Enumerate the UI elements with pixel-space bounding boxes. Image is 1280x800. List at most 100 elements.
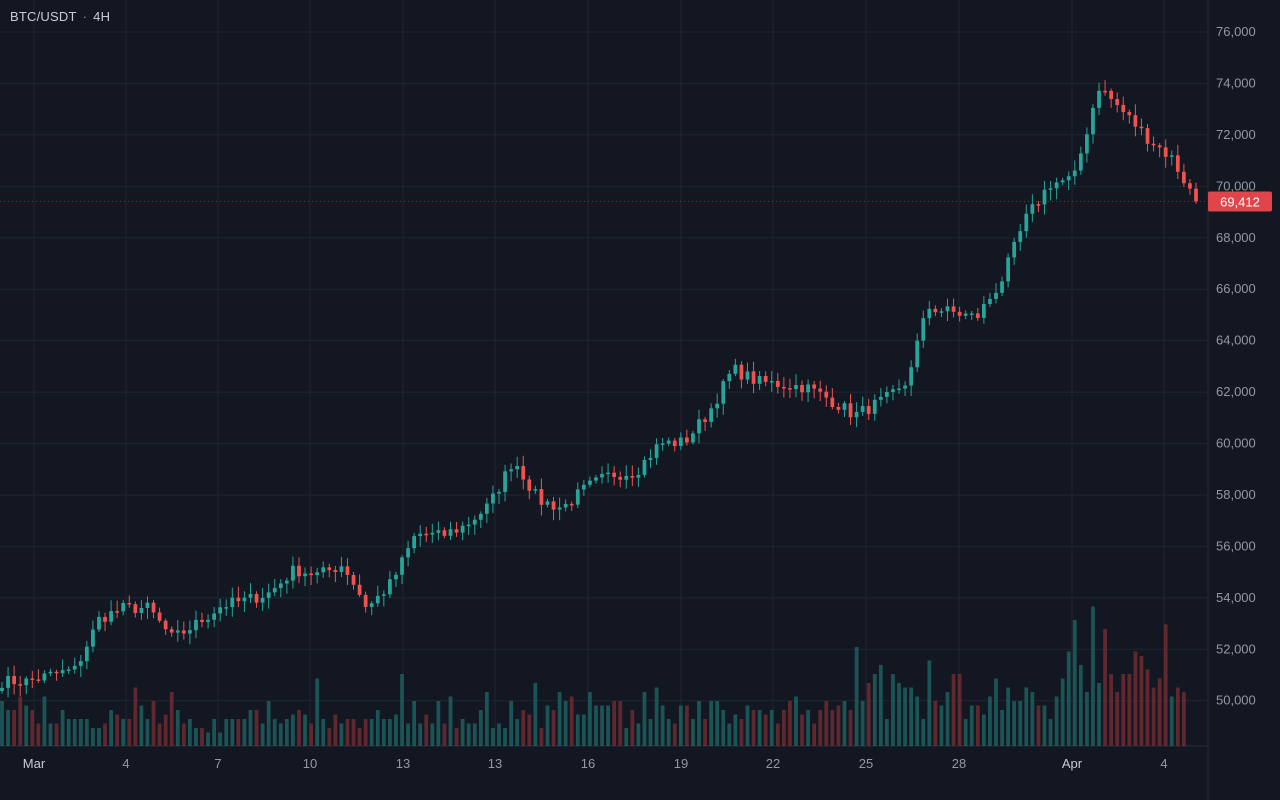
y-tick-label: 54,000 [1216, 590, 1256, 605]
volume-bar [1109, 674, 1114, 746]
candle [636, 474, 641, 478]
volume-bar [1048, 719, 1053, 746]
volume-bar [1036, 705, 1041, 746]
candle [145, 602, 150, 608]
candle [769, 380, 774, 383]
volume-bar [127, 719, 132, 746]
candle [866, 406, 871, 414]
volume-bar [351, 719, 356, 746]
candle [1163, 147, 1168, 157]
volume-bar [333, 714, 338, 746]
candle [78, 661, 83, 666]
volume-bar [1018, 701, 1023, 746]
candle [642, 459, 647, 475]
candle [1042, 189, 1047, 205]
candle [618, 476, 623, 480]
volume-bar [988, 696, 992, 746]
y-tick-label: 64,000 [1216, 333, 1256, 348]
candle [521, 465, 526, 480]
candle [933, 308, 938, 313]
x-tick-label: 13 [396, 756, 410, 771]
volume-bar [109, 710, 113, 746]
price-tag [1208, 191, 1272, 212]
volume-bar [836, 705, 841, 746]
candle [472, 519, 477, 525]
y-tick-label: 52,000 [1216, 641, 1256, 656]
candle [624, 476, 629, 480]
candle [333, 570, 338, 572]
candle [163, 620, 168, 630]
volume-bar [727, 723, 732, 746]
volume-bar [939, 705, 944, 746]
volume-bar [1078, 665, 1083, 746]
candle [291, 565, 295, 581]
x-tick-label: 4 [1160, 756, 1167, 771]
title-separator: · [82, 9, 88, 24]
candle [563, 503, 568, 508]
candle [915, 340, 920, 368]
candle [751, 371, 756, 384]
candle [266, 592, 271, 598]
volume-bar [442, 723, 447, 746]
volume-bar [1042, 705, 1047, 746]
candle [733, 364, 738, 374]
candle [1000, 281, 1004, 293]
candle [369, 603, 374, 607]
volume-bar [957, 674, 962, 746]
candle [739, 364, 744, 380]
volume-bar [1133, 651, 1138, 746]
candle [424, 533, 429, 536]
candle [1121, 104, 1126, 113]
candle [297, 565, 301, 577]
volume-bar [260, 723, 265, 746]
candle [1145, 128, 1150, 144]
candle [1036, 204, 1041, 206]
candle [0, 687, 4, 691]
volume-bar [248, 710, 253, 746]
volume-bar [872, 674, 877, 746]
volume-bar [733, 714, 738, 746]
volume-bar [551, 710, 556, 746]
candle [715, 403, 720, 409]
y-tick-label: 50,000 [1216, 693, 1256, 708]
volume-bar [927, 660, 932, 746]
volume-bar [800, 714, 804, 746]
volume-bar [812, 723, 817, 746]
candle [557, 507, 562, 510]
candle [236, 597, 241, 602]
volume-bar [1175, 687, 1180, 746]
candle [1018, 231, 1023, 242]
volume-bar [569, 696, 574, 746]
volume-bar [242, 719, 247, 746]
candle [551, 501, 556, 510]
x-tick-label: Apr [1062, 756, 1083, 771]
chart-title: BTC/USDT · 4H [10, 9, 110, 24]
candle [745, 371, 750, 380]
candle [800, 385, 804, 393]
candle [151, 602, 156, 613]
volume-bar [272, 719, 277, 746]
candle [994, 292, 998, 299]
candle [406, 548, 410, 558]
volume-bar [345, 719, 350, 746]
volume-bar [230, 719, 235, 746]
candle [594, 477, 598, 481]
candle [460, 525, 465, 533]
candle [103, 616, 107, 622]
candle [927, 308, 932, 319]
volume-bar [78, 719, 83, 746]
candle [454, 529, 459, 533]
volume-bar [291, 714, 295, 746]
volume-bar [436, 701, 441, 746]
volume-bar [181, 723, 186, 746]
candle [909, 367, 914, 386]
candle [309, 573, 313, 576]
candle [630, 476, 635, 478]
candle [860, 406, 865, 412]
candle [588, 480, 592, 485]
volume-bar [527, 714, 532, 746]
y-tick-label: 74,000 [1216, 75, 1256, 90]
volume-bar [42, 696, 47, 746]
